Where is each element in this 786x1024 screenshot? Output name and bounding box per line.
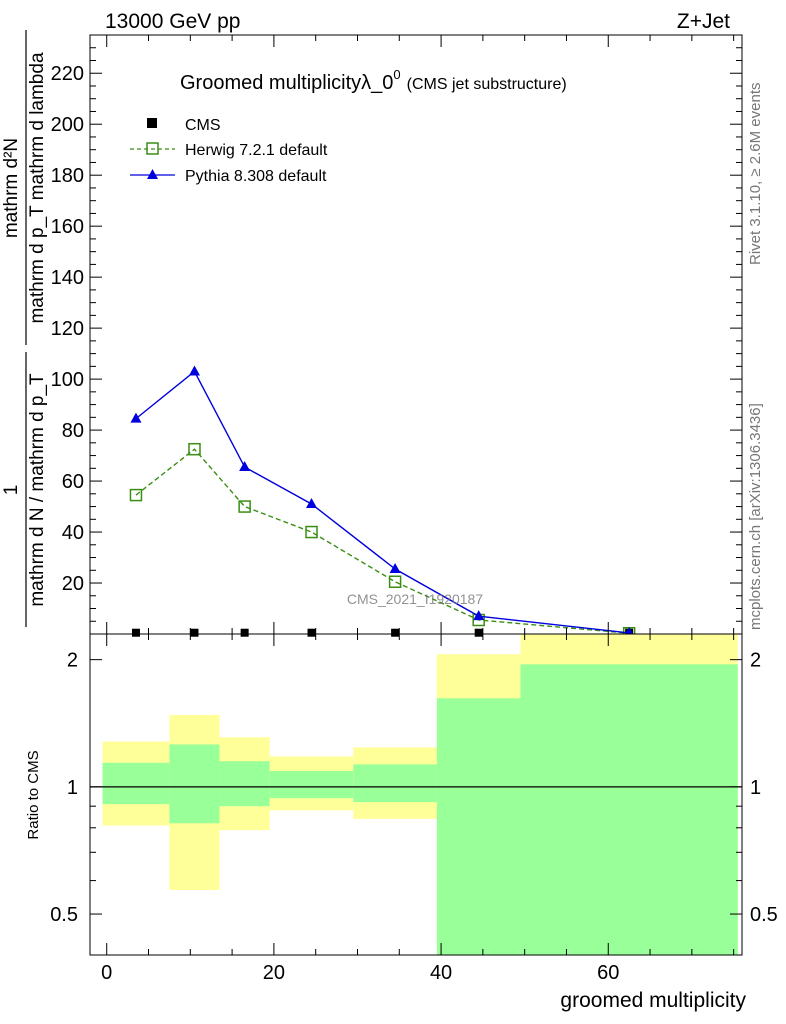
ratio-panel: 0 20 40 60 0.5 0.5 1 1 2 2 Ratio to CMS groomed m… [25,633,778,1012]
herwig-point [188,442,201,456]
ratio-band-inner-2 [219,761,270,807]
main-ytick-label: 80 [62,420,84,442]
legend-label-pythia: Pythia 8.308 default [185,168,327,185]
xtick-label: 0 [101,962,112,984]
xtick-label: 20 [263,962,285,984]
pythia-point [188,365,200,376]
herwig-point [305,525,318,539]
ratio-band-inner-0 [102,762,170,805]
legend-item-herwig: Herwig 7.2.1 default [130,142,328,159]
pythia-point [306,498,318,509]
ylabel-prefix-den: mathrm d N / mathrm d p_T [27,373,48,607]
analysis-watermark: CMS_2021_I1920187 [347,591,483,607]
mcplots-label: mcplots.cern.ch [arXiv:1306.3436] [747,403,764,630]
ylabel-denominator: mathrm d p_T mathrm d lambda [27,52,48,323]
cms-point [240,628,249,637]
main-plot-area [129,365,636,640]
main-ytick-label: 140 [51,267,84,289]
main-axes: 20 40 60 80 100 120 140 160 180 200 220 [51,34,743,635]
legend-marker-cms [147,118,157,128]
cms-point [190,628,199,637]
main-ytick-label: 60 [62,471,84,493]
main-ytick-label: 180 [51,165,84,187]
main-panel: 20 40 60 80 100 120 140 160 180 200 220 Groomed mu… [1,30,743,640]
svg-text:Groomed multiplicityλ_00(CMS j: Groomed multiplicityλ_00 (CMS jet substru… [180,67,567,94]
main-title: Groomed multiplicityλ_00 (CMS jet substru… [180,67,567,94]
pythia-point [239,461,251,472]
xaxis-label: groomed multiplicity [560,989,746,1012]
xtick-label: 40 [430,962,452,984]
ratio-frame [89,633,743,956]
ratio-ytick-label-left: 1 [67,777,78,799]
ratio-ytick-label-left: 0.5 [50,904,78,926]
herwig-point [238,500,251,513]
main-ytick-label: 100 [51,369,84,391]
ratio-band-inner-5 [436,698,521,955]
ratio-ytick-label-right: 2 [750,650,761,672]
cms-point [131,628,140,637]
pythia-point [473,610,485,621]
title-superscript: 0 [393,67,400,82]
title-note: (CMS jet substructure) [407,76,567,93]
ratio-ytick-label-right: 0.5 [750,904,778,926]
main-ytick-label: 40 [62,522,84,544]
main-ytick-label: 160 [51,216,84,238]
cms-point [391,628,400,637]
title-text: Groomed multiplicityλ_0 [180,72,393,94]
ylabel-numerator: mathrm d²N [1,138,22,238]
pythia-point [130,412,142,423]
ylabel-prefix-num: 1 [1,485,22,496]
cms-point [307,628,316,637]
legend-marker-pythia [147,169,158,179]
legend-item-pythia: Pythia 8.308 default [130,168,327,185]
ratio-band-inner-4 [353,764,437,803]
ratio-band-inner-6 [520,664,738,955]
ratio-bands [90,634,742,955]
legend-item-cms: CMS [147,117,221,134]
xtick-label: 60 [597,962,619,984]
legend-label-cms: CMS [185,117,221,134]
herwig-point [388,575,402,588]
main-ytick-label: 220 [51,63,84,85]
process-label: Z+Jet [677,10,730,33]
cms-point [474,628,483,637]
main-ytick-label: 200 [51,114,84,136]
main-ylabel: 1 mathrm d N / mathrm d p_T mathrm d²N m… [1,30,48,627]
ratio-axes: 0 20 40 60 0.5 0.5 1 1 2 2 [50,633,778,984]
ratio-ytick-label-left: 2 [67,650,78,672]
herwig-point [129,488,143,502]
main-ytick-label: 20 [62,573,84,595]
energy-label: 13000 GeV pp [105,10,240,33]
main-ytick-label: 120 [51,318,84,340]
legend-marker-herwig [146,142,159,155]
legend: CMS Herwig 7.2.1 default Pythia 8.308 de… [130,117,328,185]
ratio-band-inner-3 [269,771,354,799]
pythia-point [389,563,401,574]
ratio-ylabel: Ratio to CMS [25,750,42,839]
legend-label-herwig: Herwig 7.2.1 default [185,142,328,159]
ratio-ytick-label-right: 1 [750,777,761,799]
ratio-band-inner-1 [169,744,220,824]
rivet-version-label: Rivet 3.1.10, ≥ 2.6M events [747,83,764,266]
